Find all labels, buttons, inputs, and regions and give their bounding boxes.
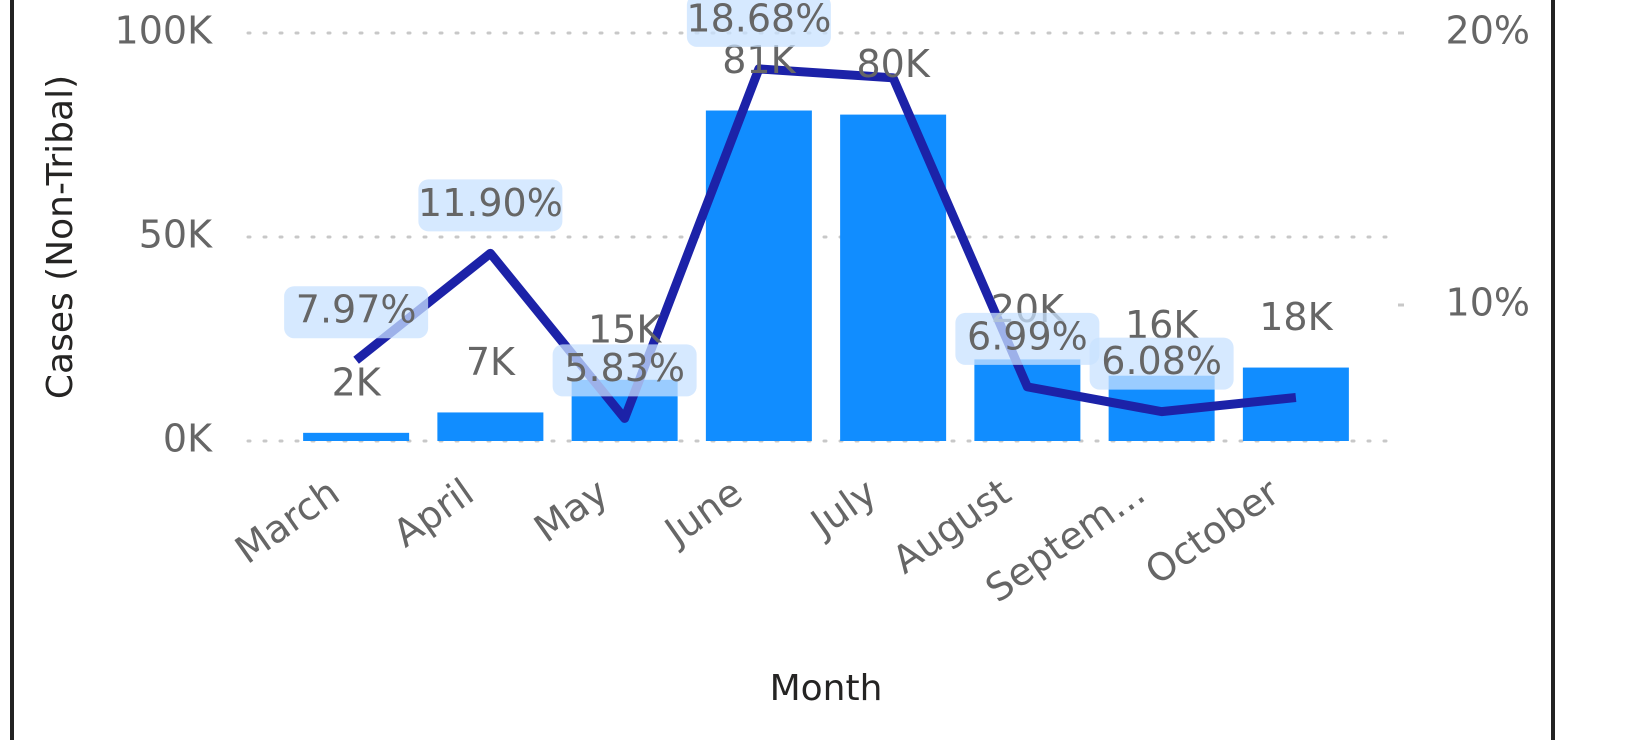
data-label: 7.97% bbox=[296, 288, 417, 332]
data-label: 18.68% bbox=[686, 0, 831, 40]
data-label: 5.83% bbox=[564, 346, 685, 390]
y2-tick-label: 20% bbox=[1446, 9, 1530, 53]
data-label: 6.99% bbox=[967, 314, 1088, 358]
data-label: 2K bbox=[332, 360, 382, 404]
x-axis-title: Month bbox=[770, 668, 883, 709]
bar bbox=[974, 359, 1081, 441]
x-tick-label: April bbox=[385, 470, 481, 556]
x-tick-label: June bbox=[655, 470, 750, 555]
x-tick-label: July bbox=[801, 470, 884, 546]
data-label: 15K bbox=[588, 307, 662, 351]
x-tick-label: May bbox=[526, 470, 616, 551]
y-tick-label: 100K bbox=[115, 9, 214, 53]
y-axis-title: Cases (Non-Tribal) bbox=[40, 75, 81, 399]
bar bbox=[303, 432, 410, 441]
data-label: 18K bbox=[1259, 295, 1333, 339]
y-tick-label: 50K bbox=[139, 213, 213, 257]
x-tick-label: October bbox=[1137, 470, 1287, 593]
label-background bbox=[418, 179, 563, 232]
data-label: 7K bbox=[466, 340, 516, 384]
y2-tick-label: 10% bbox=[1446, 281, 1530, 325]
label-background bbox=[955, 312, 1100, 365]
label-background bbox=[1089, 337, 1234, 390]
data-label: 80K bbox=[856, 42, 930, 86]
bar bbox=[437, 412, 544, 441]
label-background bbox=[686, 0, 831, 47]
label-background bbox=[284, 286, 429, 339]
x-tick-label: March bbox=[227, 470, 347, 572]
label-background bbox=[552, 344, 697, 397]
data-label: 11.90% bbox=[418, 181, 563, 225]
y-tick-label: 0K bbox=[163, 417, 213, 461]
data-label: 6.08% bbox=[1101, 339, 1222, 383]
line bbox=[353, 64, 1297, 423]
